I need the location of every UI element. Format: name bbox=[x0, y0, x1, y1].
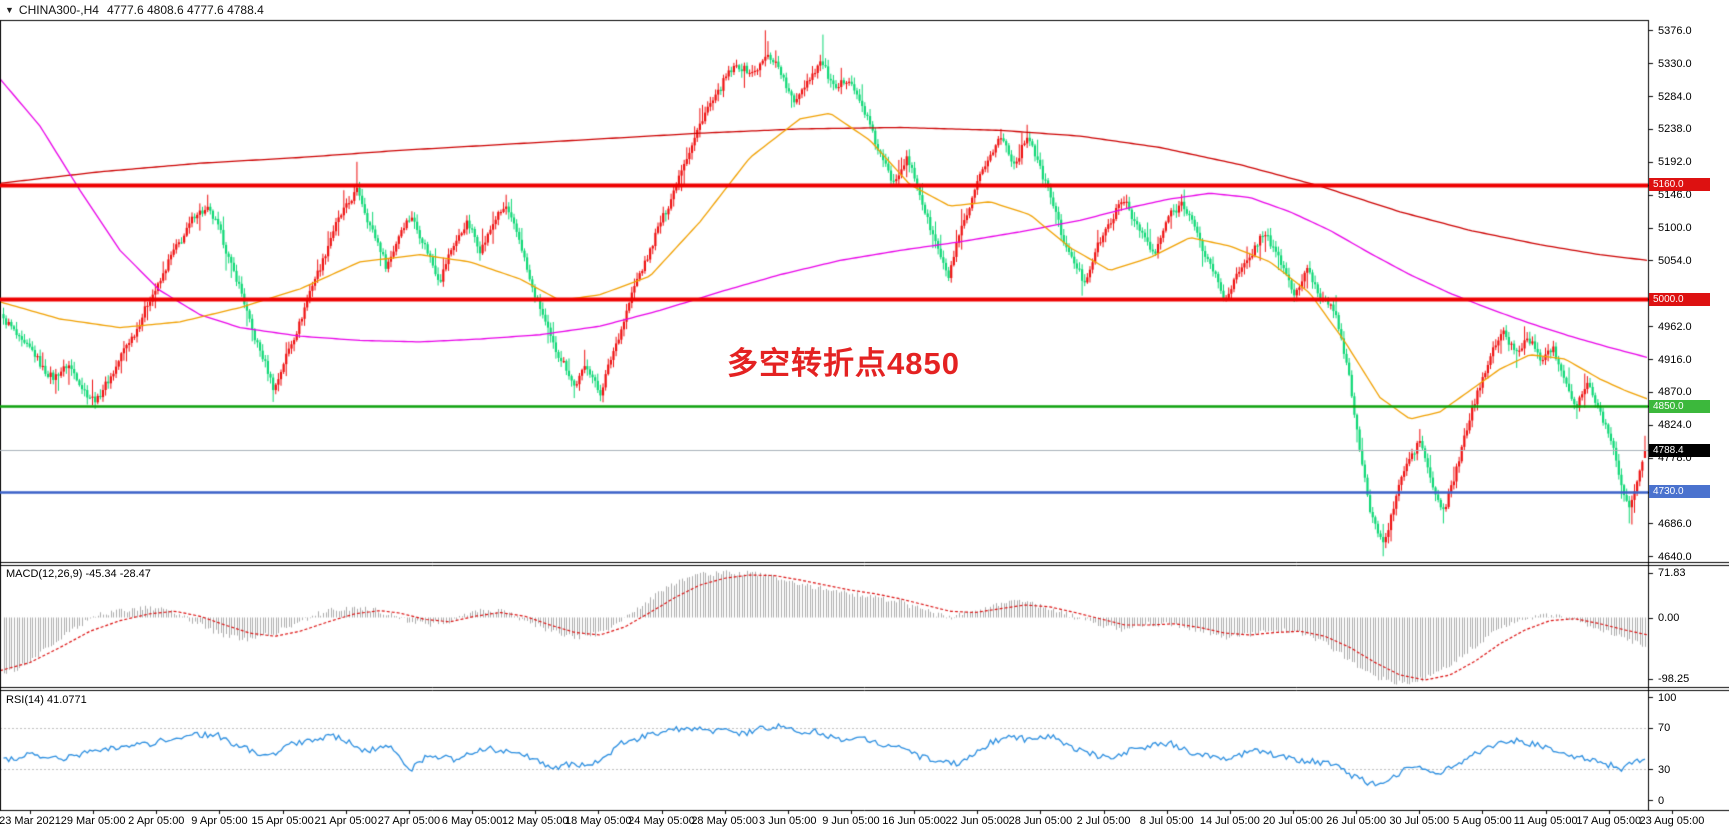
macd-tick-label: 71.83 bbox=[1658, 567, 1686, 580]
rsi-tick-label: 70 bbox=[1658, 722, 1671, 735]
time-axis-label: 24 May 05:00 bbox=[628, 815, 695, 827]
price-tick-label: 5376.0 bbox=[1658, 24, 1692, 37]
macd-indicator-label: MACD(12,26,9) -45.34 -28.47 bbox=[6, 568, 151, 580]
price-tick-label: 4916.0 bbox=[1658, 353, 1692, 366]
price-level-tag: 4730.0 bbox=[1649, 485, 1710, 499]
time-axis-label: 9 Apr 05:00 bbox=[191, 815, 248, 827]
rsi-tick-label: 0 bbox=[1658, 794, 1665, 807]
time-axis-label: 30 Jul 05:00 bbox=[1389, 815, 1450, 827]
price-tick-label: 5100.0 bbox=[1658, 222, 1692, 235]
time-axis-label: 22 Jun 05:00 bbox=[945, 815, 1010, 827]
price-level-tag: 4850.0 bbox=[1649, 399, 1710, 413]
chart-title: ▼ CHINA300-,H4 4777.6 4808.6 4777.6 4788.4 bbox=[5, 3, 264, 17]
collapse-triangle-icon[interactable]: ▼ bbox=[5, 5, 14, 15]
time-axis-label: 11 Aug 05:00 bbox=[1513, 815, 1578, 827]
ohlc-values-label: 4777.6 4808.6 4777.6 4788.4 bbox=[106, 3, 264, 17]
time-axis-label: 2 Apr 05:00 bbox=[128, 815, 185, 827]
time-axis-label: 14 Jul 05:00 bbox=[1199, 815, 1260, 827]
macd-tick-label: -98.25 bbox=[1658, 673, 1690, 686]
rsi-tick-label: 30 bbox=[1658, 763, 1671, 776]
time-axis-label: 23 Aug 05:00 bbox=[1639, 815, 1705, 827]
price-tick-label: 5192.0 bbox=[1658, 156, 1692, 169]
time-axis-label: 12 May 05:00 bbox=[501, 815, 569, 827]
time-axis-label: 2 Jul 05:00 bbox=[1076, 815, 1131, 827]
time-axis-label: 16 Jun 05:00 bbox=[882, 815, 946, 827]
price-tick-label: 5054.0 bbox=[1658, 254, 1692, 267]
time-axis-label: 28 May 05:00 bbox=[691, 815, 758, 827]
time-axis-label: 26 Jul 05:00 bbox=[1326, 815, 1387, 827]
time-axis-label: 21 Apr 05:00 bbox=[314, 815, 377, 827]
price-tick-label: 4962.0 bbox=[1658, 320, 1692, 333]
price-level-tag: 4788.4 bbox=[1649, 443, 1710, 457]
time-axis-label: 20 Jul 05:00 bbox=[1263, 815, 1323, 827]
price-tick-label: 4640.0 bbox=[1658, 550, 1692, 563]
price-level-tag: 5000.0 bbox=[1649, 292, 1710, 306]
price-tick-label: 4686.0 bbox=[1658, 517, 1692, 530]
price-tick-label: 5284.0 bbox=[1658, 90, 1692, 103]
price-tick-label: 4870.0 bbox=[1658, 386, 1692, 399]
time-axis-label: 29 Mar 05:00 bbox=[60, 815, 126, 827]
time-axis-label: 6 May 05:00 bbox=[441, 815, 503, 827]
time-axis-label: 27 Apr 05:00 bbox=[377, 815, 441, 827]
price-level-tag: 5160.0 bbox=[1649, 178, 1710, 192]
time-axis-label: 18 May 05:00 bbox=[565, 815, 632, 827]
time-axis-label: 3 Jun 05:00 bbox=[759, 815, 817, 827]
rsi-tick-label: 100 bbox=[1658, 691, 1677, 704]
symbol-timeframe-label: CHINA300-,H4 bbox=[18, 3, 99, 17]
time-axis-label: 28 Jun 05:00 bbox=[1008, 815, 1073, 827]
price-tick-label: 4824.0 bbox=[1658, 419, 1692, 432]
time-axis-label: 8 Jul 05:00 bbox=[1139, 815, 1194, 827]
price-tick-label: 5238.0 bbox=[1658, 123, 1692, 136]
time-axis-label: 5 Aug 05:00 bbox=[1453, 815, 1512, 827]
macd-tick-label: 0.00 bbox=[1658, 612, 1680, 624]
time-axis-label: 17 Aug 05:00 bbox=[1576, 815, 1642, 827]
time-axis-label: 15 Apr 05:00 bbox=[251, 815, 314, 827]
price-tick-label: 5146.0 bbox=[1658, 189, 1692, 202]
annotation-text: 多空转折点4850 bbox=[727, 346, 960, 381]
rsi-indicator-label: RSI(14) 41.0771 bbox=[6, 694, 87, 706]
time-axis-label: 9 Jun 05:00 bbox=[822, 815, 880, 827]
time-axis-label: 23 Mar 2021 bbox=[0, 815, 61, 827]
price-tick-label: 5330.0 bbox=[1658, 57, 1692, 70]
